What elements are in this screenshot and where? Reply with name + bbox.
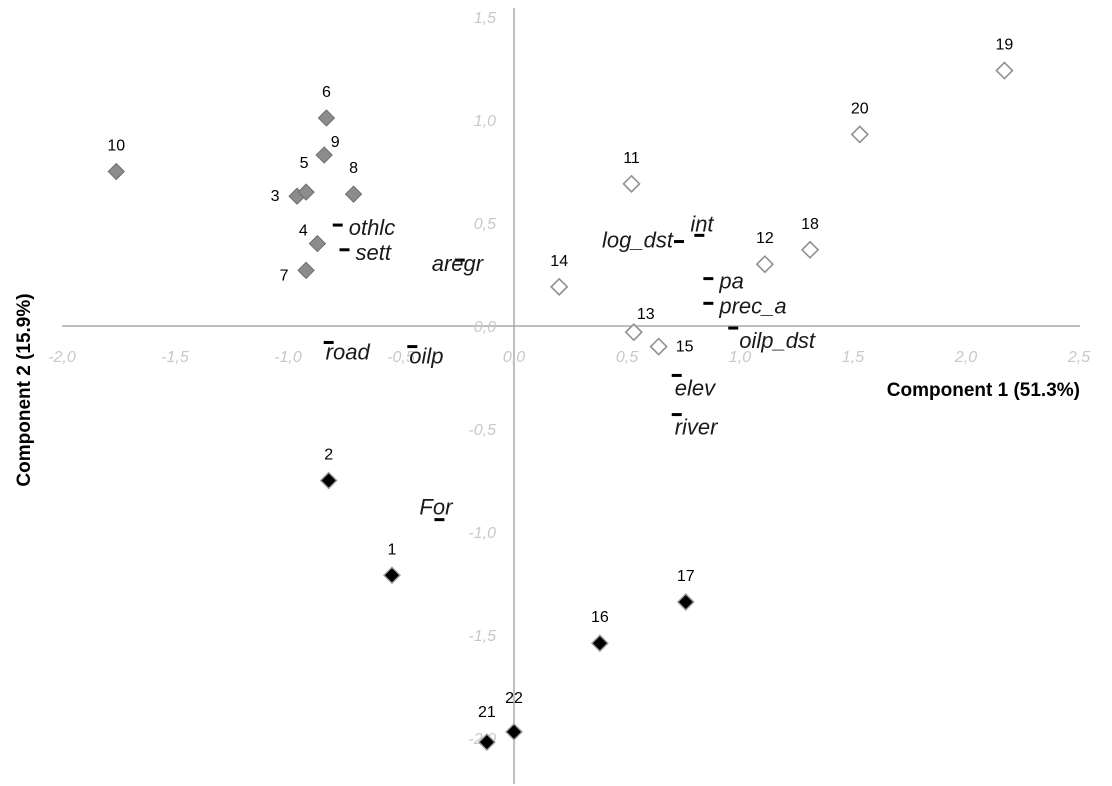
x-tick-label: -1,0 bbox=[274, 349, 302, 366]
observation-point bbox=[382, 566, 401, 585]
variable-label: prec_a bbox=[718, 293, 786, 318]
variable-label: oilp bbox=[409, 344, 443, 369]
x-tick-label: 1,0 bbox=[729, 349, 751, 366]
x-tick-label: -0,5 bbox=[387, 349, 415, 366]
variable-marker bbox=[339, 248, 350, 252]
variable-marker bbox=[671, 373, 682, 377]
observation-label: 8 bbox=[349, 160, 358, 177]
observation-label: 5 bbox=[300, 155, 309, 172]
y-tick-label: 1,5 bbox=[474, 10, 496, 27]
observation-label: 14 bbox=[550, 253, 568, 270]
observation-point bbox=[590, 634, 609, 653]
variable-marker bbox=[407, 345, 418, 349]
y-tick-label: -1,0 bbox=[468, 525, 496, 542]
y-tick-label: -1,5 bbox=[468, 628, 496, 645]
x-tick-label: 0,5 bbox=[616, 349, 638, 366]
observation-point bbox=[550, 277, 569, 296]
variable-marker bbox=[434, 518, 445, 522]
observation-label: 19 bbox=[996, 37, 1014, 54]
observation-label: 7 bbox=[280, 267, 289, 284]
y-tick-label: -0,5 bbox=[468, 422, 496, 439]
observation-point bbox=[649, 337, 668, 356]
x-tick-label: -2,0 bbox=[48, 349, 76, 366]
variable-marker bbox=[332, 223, 343, 227]
observation-label: 22 bbox=[505, 690, 523, 707]
observation-point bbox=[297, 261, 315, 280]
observation-point bbox=[622, 174, 641, 193]
variable-marker bbox=[703, 277, 714, 281]
observation-label: 21 bbox=[478, 704, 496, 721]
observation-label: 10 bbox=[107, 138, 125, 155]
tick-labels: -2,0 -1,5 -1,0 -0,5 0,0 0,5 1,0 1,5 2,0 2,5 1,5 1,0… bbox=[48, 10, 1090, 748]
variable-label: oilp_dst bbox=[739, 328, 816, 353]
x-tick-label: -1,5 bbox=[161, 349, 189, 366]
observation-label: 17 bbox=[677, 568, 695, 585]
y-axis-title: Component 2 (15.9%) bbox=[14, 293, 35, 486]
variable-label: log_dst bbox=[602, 228, 674, 253]
y-tick-label: 0,5 bbox=[474, 216, 496, 233]
observation-label: 15 bbox=[676, 339, 694, 356]
observation-label: 18 bbox=[801, 216, 819, 233]
axes bbox=[62, 8, 1080, 784]
variable-label: For bbox=[419, 495, 454, 520]
observation-point bbox=[107, 162, 125, 181]
observation-point bbox=[755, 255, 774, 274]
observation-label: 4 bbox=[299, 223, 308, 240]
variable-label: river bbox=[675, 415, 719, 440]
observation-point bbox=[995, 61, 1014, 80]
observation-label: 3 bbox=[271, 188, 280, 205]
y-tick-label: 0,0 bbox=[474, 319, 496, 336]
observation-label: 16 bbox=[591, 609, 609, 626]
variable-label: pa bbox=[718, 269, 743, 294]
observation-point bbox=[308, 234, 327, 253]
observation-label: 6 bbox=[322, 84, 331, 101]
observation-points bbox=[107, 61, 1014, 752]
x-tick-label: 2,5 bbox=[1067, 349, 1090, 366]
observation-label: 1 bbox=[388, 541, 397, 558]
variable-markers bbox=[323, 223, 739, 522]
variable-label: othlc bbox=[349, 215, 395, 240]
variable-marker bbox=[673, 240, 684, 244]
observation-point bbox=[319, 471, 338, 490]
x-tick-label: 1,5 bbox=[842, 349, 864, 366]
variable-label: sett bbox=[356, 240, 392, 265]
observation-point bbox=[315, 146, 333, 164]
observation-point bbox=[344, 185, 363, 203]
observation-point bbox=[850, 125, 869, 144]
variable-marker bbox=[703, 301, 714, 305]
x-tick-label: 2,0 bbox=[954, 349, 977, 366]
observation-point bbox=[624, 323, 643, 342]
observation-point bbox=[676, 593, 695, 612]
variable-label: int bbox=[690, 211, 714, 236]
observation-point bbox=[317, 109, 336, 127]
observation-label: 9 bbox=[331, 134, 340, 151]
variable-marker bbox=[671, 413, 682, 417]
x-tick-label: 0,0 bbox=[503, 349, 525, 366]
observation-point bbox=[477, 733, 496, 752]
x-axis-title: Component 1 (51.3%) bbox=[887, 380, 1080, 401]
variable-label: road bbox=[326, 339, 371, 364]
observation-label: 20 bbox=[851, 100, 869, 117]
variable-marker bbox=[454, 258, 465, 262]
variable-label: aregr bbox=[432, 251, 485, 276]
observation-label: 12 bbox=[756, 230, 774, 247]
variable-marker bbox=[694, 233, 705, 237]
variable-label: elev bbox=[675, 375, 717, 400]
observation-point bbox=[505, 722, 523, 741]
observation-label: 11 bbox=[623, 150, 640, 167]
observation-point bbox=[800, 240, 820, 259]
variable-marker bbox=[728, 326, 739, 330]
observation-point bbox=[297, 183, 315, 201]
observation-label: 2 bbox=[324, 447, 333, 464]
y-tick-label: 1,0 bbox=[474, 113, 496, 130]
variable-marker bbox=[323, 340, 334, 344]
observation-label: 13 bbox=[637, 306, 655, 323]
